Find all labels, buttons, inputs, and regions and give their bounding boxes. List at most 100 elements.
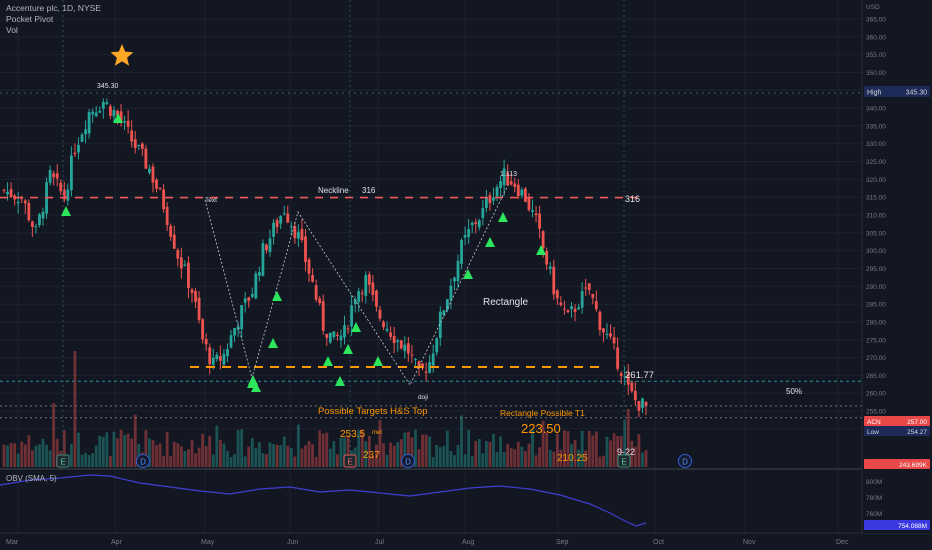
candle-body [534,213,538,216]
candle-body [484,198,488,209]
volume-bar [499,436,502,467]
candle-body [371,282,375,296]
candle-body [243,298,247,303]
currency-label: USD [866,4,880,11]
volume-bar [389,442,393,467]
candle-body [27,202,31,221]
volume-bar [442,445,446,467]
price-tick-label: 320.00 [866,177,886,184]
indicator-pocket-pivot[interactable]: Pocket Pivot [6,14,54,24]
volume-bar [336,454,339,467]
candle-body [321,301,325,331]
volume-bar [222,443,226,467]
candle-body [286,213,290,223]
volume-bar [524,451,527,467]
candlesticks [2,98,648,417]
volume-bar [616,435,620,467]
obv-tick-label: 780M [866,495,882,502]
volume-bar [399,439,403,467]
candle-body [492,197,495,201]
volume-bar [371,455,375,467]
candle-body [630,382,634,392]
volume-bar [396,442,400,467]
volume-bar [602,455,605,467]
volume-badge [864,459,930,469]
symbol-title[interactable]: Accenture plc, 1D, NYSE [6,3,101,13]
target-253-suffix: met [372,430,382,436]
volume-bar [410,437,414,467]
volume-bar [403,432,407,467]
volume-bar [236,430,240,467]
candle-body [233,328,236,336]
chart-drawings: 345.30 Neckline 316 316 Text 1.113 Rectangle do… [0,0,862,470]
volume-bar [257,442,261,467]
volume-bar [279,445,283,467]
obv-badge-value: 754.088M [898,523,927,530]
obv-line [0,474,647,527]
volume-bar [27,435,31,467]
candle-body [552,266,556,295]
candle-body [343,325,346,338]
high-badge [864,86,930,97]
candle-body [506,172,510,186]
volume-bar [633,446,637,467]
volume-bar [609,440,612,467]
candle-body [162,189,166,210]
price-tick-label: 315.00 [866,195,886,202]
date-label: 9-22 [617,447,635,457]
candle-body [165,206,169,226]
volume-bar [23,444,27,467]
volume-bar [520,446,524,467]
candle-body [626,373,630,385]
volume-bar [261,452,265,467]
candle-body [144,148,148,169]
volume-bar [94,445,98,467]
candle-body [474,222,478,225]
volume-bar [548,450,552,467]
price-tick-label: 360.00 [866,34,886,41]
dividend-badge [677,453,693,469]
volume-bar [289,448,293,467]
candle-body [332,331,336,338]
volume-bar [566,431,570,467]
candle-body [428,362,432,373]
volume-bar [69,443,73,467]
candle-body [105,102,109,105]
candle-body [566,310,570,313]
candle-body [133,139,137,149]
volume-bar [311,444,314,467]
candle-body [637,400,641,411]
volume-bar [378,420,382,467]
volume-bar [506,443,510,467]
candle-body [30,221,34,227]
price-tick-label: 300.00 [866,248,886,255]
high-badge-label: High [867,90,882,97]
volume-bar [577,449,581,467]
candle-body [350,305,354,327]
candle-body [460,239,463,264]
volume-bar [80,454,84,467]
volume-bar [254,447,258,467]
pocket-pivot-triangle-icon [61,206,71,216]
candle-body [208,347,212,365]
candle-body [456,260,460,282]
obv-legend[interactable]: OBV (SMA, 5) [6,474,57,483]
volume-bar [30,450,34,467]
candle-body [399,340,403,349]
volume-bar [123,434,126,467]
candle-body [176,250,180,259]
candle-body [172,234,176,249]
volume-bar [630,440,634,467]
indicator-volume[interactable]: Vol [6,25,18,35]
volume-bar [87,455,91,467]
volume-bar [151,440,155,467]
candle-body [304,236,307,263]
candle-body [126,120,130,127]
candle-body [140,143,144,149]
volume-bar [605,436,609,467]
price-tick-label: 325.00 [866,159,886,166]
volume-bar [502,452,506,467]
candle-body [247,297,251,301]
